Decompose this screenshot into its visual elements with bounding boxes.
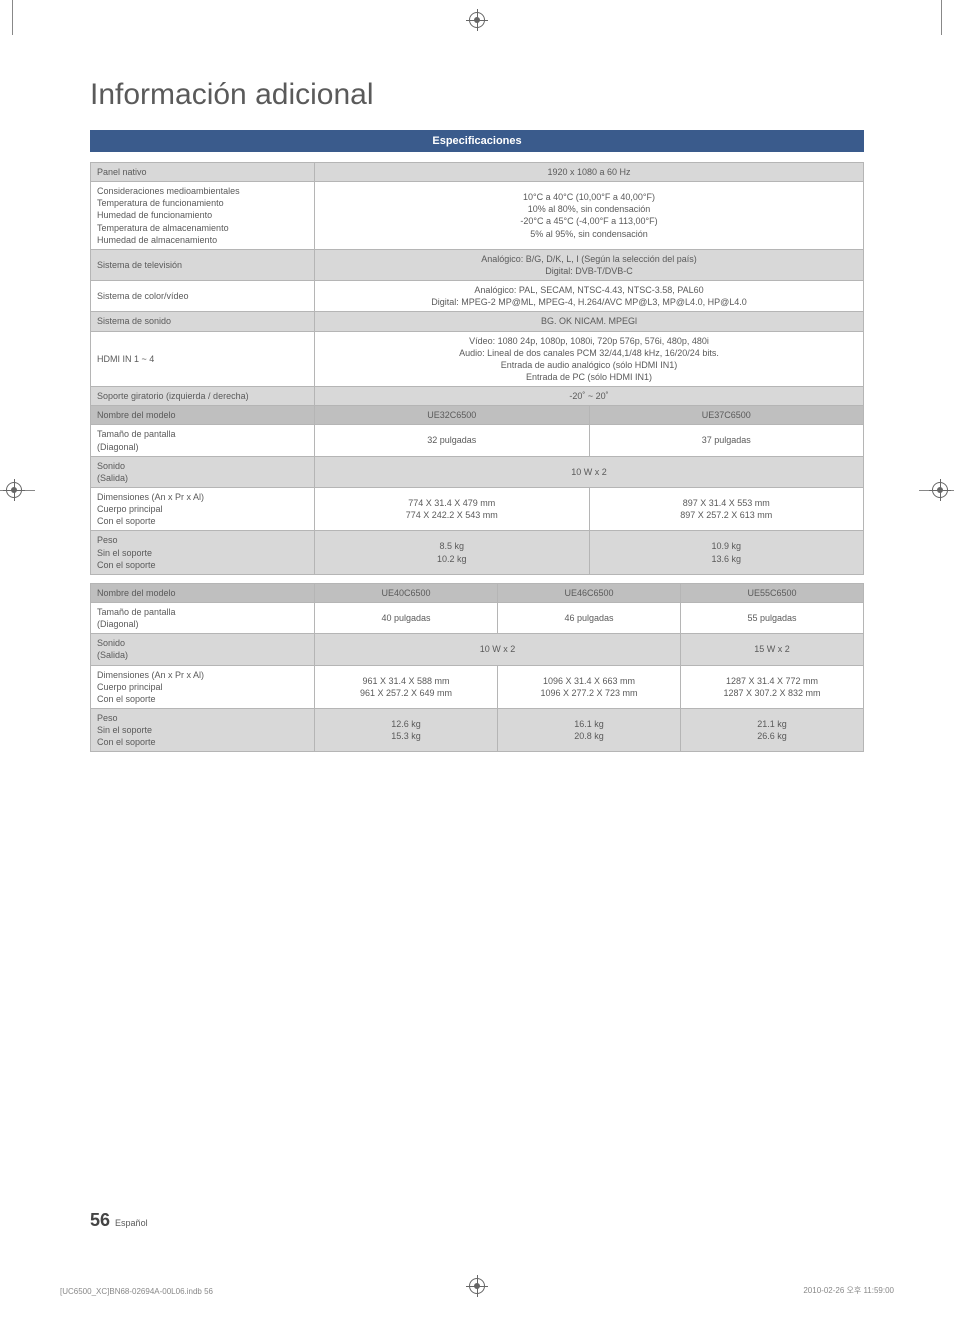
spec-value: 10 W x 2: [315, 634, 681, 665]
model-name: UE40C6500: [315, 583, 498, 602]
footer-right: 2010-02-26 오후 11:59:00: [803, 1285, 894, 1296]
spec-value: 12.6 kg15.3 kg: [315, 708, 498, 751]
table-row: Tamaño de pantalla(Diagonal)32 pulgadas …: [91, 425, 864, 456]
table-row: Soporte giratorio (izquierda / derecha)-…: [91, 387, 864, 406]
spec-value: Analógico: B/G, D/K, L, I (Según la sele…: [315, 249, 864, 280]
spec-value: 16.1 kg20.8 kg: [498, 708, 681, 751]
spec-value: 10°C a 40°C (10,00°F a 40,00°F)10% al 80…: [315, 182, 864, 250]
spec-label: Soporte giratorio (izquierda / derecha): [91, 387, 315, 406]
spec-value: 10.9 kg13.6 kg: [589, 531, 864, 574]
page-content: Información adicional Especificaciones P…: [0, 0, 954, 752]
table-row: HDMI IN 1 ~ 4Vídeo: 1080 24p, 1080p, 108…: [91, 331, 864, 387]
model-header-row: Nombre del modelo UE32C6500 UE37C6500: [91, 406, 864, 425]
crop-mark: [12, 0, 13, 35]
model-name: UE37C6500: [589, 406, 864, 425]
page-number: 56 Español: [90, 1210, 148, 1231]
spec-value: 32 pulgadas: [315, 425, 590, 456]
spec-value: 21.1 kg26.6 kg: [681, 708, 864, 751]
table-row: Panel nativo1920 x 1080 a 60 Hz: [91, 163, 864, 182]
spec-label: Sistema de televisión: [91, 249, 315, 280]
spec-value: 40 pulgadas: [315, 602, 498, 633]
spec-value: 46 pulgadas: [498, 602, 681, 633]
registration-mark-icon: [469, 12, 485, 31]
spec-label: Consideraciones medioambientalesTemperat…: [91, 182, 315, 250]
spec-value: 961 X 31.4 X 588 mm961 X 257.2 X 649 mm: [315, 665, 498, 708]
spec-value: 55 pulgadas: [681, 602, 864, 633]
spec-label: Dimensiones (An x Pr x Al)Cuerpo princip…: [91, 665, 315, 708]
table-row: Dimensiones (An x Pr x Al)Cuerpo princip…: [91, 487, 864, 530]
spec-label: PesoSin el soporteCon el soporte: [91, 531, 315, 574]
model-header-row: Nombre del modelo UE40C6500 UE46C6500 UE…: [91, 583, 864, 602]
spec-label: Sonido(Salida): [91, 456, 315, 487]
spec-value: 37 pulgadas: [589, 425, 864, 456]
registration-mark-icon: [469, 1278, 485, 1299]
model-name: UE55C6500: [681, 583, 864, 602]
spec-value: 15 W x 2: [681, 634, 864, 665]
spec-label: Tamaño de pantalla(Diagonal): [91, 602, 315, 633]
footer-left: [UC6500_XC]BN68-02694A-00L06.indb 56: [60, 1287, 213, 1296]
spec-label: Dimensiones (An x Pr x Al)Cuerpo princip…: [91, 487, 315, 530]
table-row: Sistema de color/vídeoAnalógico: PAL, SE…: [91, 281, 864, 312]
spec-value: 897 X 31.4 X 553 mm897 X 257.2 X 613 mm: [589, 487, 864, 530]
table-row: Sonido(Salida)10 W x 2 15 W x 2: [91, 634, 864, 665]
table-row: Consideraciones medioambientalesTemperat…: [91, 182, 864, 250]
registration-mark-icon: [6, 482, 22, 501]
table-row: Sistema de sonidoBG. OK NICAM. MPEGl: [91, 312, 864, 331]
spec-value: 774 X 31.4 X 479 mm774 X 242.2 X 543 mm: [315, 487, 590, 530]
spec-label: HDMI IN 1 ~ 4: [91, 331, 315, 387]
table-row: Sonido(Salida)10 W x 2: [91, 456, 864, 487]
spec-label: Sistema de color/vídeo: [91, 281, 315, 312]
spec-value: -20˚ ~ 20˚: [315, 387, 864, 406]
spec-label: Tamaño de pantalla(Diagonal): [91, 425, 315, 456]
spec-label: Panel nativo: [91, 163, 315, 182]
section-header: Especificaciones: [90, 130, 864, 152]
spec-value: 1287 X 31.4 X 772 mm1287 X 307.2 X 832 m…: [681, 665, 864, 708]
spec-value: 1096 X 31.4 X 663 mm1096 X 277.2 X 723 m…: [498, 665, 681, 708]
page-title: Información adicional: [90, 78, 864, 112]
spec-label: Nombre del modelo: [91, 406, 315, 425]
spec-value: 1920 x 1080 a 60 Hz: [315, 163, 864, 182]
spec-table-2: Nombre del modelo UE40C6500 UE46C6500 UE…: [90, 583, 864, 753]
table-row: Dimensiones (An x Pr x Al)Cuerpo princip…: [91, 665, 864, 708]
table-row: PesoSin el soporteCon el soporte12.6 kg1…: [91, 708, 864, 751]
crop-mark: [941, 0, 942, 35]
spec-value: Vídeo: 1080 24p, 1080p, 1080i, 720p 576p…: [315, 331, 864, 387]
spec-table-1: Panel nativo1920 x 1080 a 60 HzConsidera…: [90, 162, 864, 575]
table-row: Tamaño de pantalla(Diagonal)40 pulgadas …: [91, 602, 864, 633]
spec-label: PesoSin el soporteCon el soporte: [91, 708, 315, 751]
model-name: UE46C6500: [498, 583, 681, 602]
registration-mark-icon: [932, 482, 948, 501]
spec-value: Analógico: PAL, SECAM, NTSC-4.43, NTSC-3…: [315, 281, 864, 312]
table-row: PesoSin el soporteCon el soporte8.5 kg10…: [91, 531, 864, 574]
spec-label: Nombre del modelo: [91, 583, 315, 602]
spec-value: BG. OK NICAM. MPEGl: [315, 312, 864, 331]
spec-value: 8.5 kg10.2 kg: [315, 531, 590, 574]
spec-label: Sistema de sonido: [91, 312, 315, 331]
table-row: Sistema de televisiónAnalógico: B/G, D/K…: [91, 249, 864, 280]
spec-value: 10 W x 2: [315, 456, 864, 487]
model-name: UE32C6500: [315, 406, 590, 425]
spec-label: Sonido(Salida): [91, 634, 315, 665]
